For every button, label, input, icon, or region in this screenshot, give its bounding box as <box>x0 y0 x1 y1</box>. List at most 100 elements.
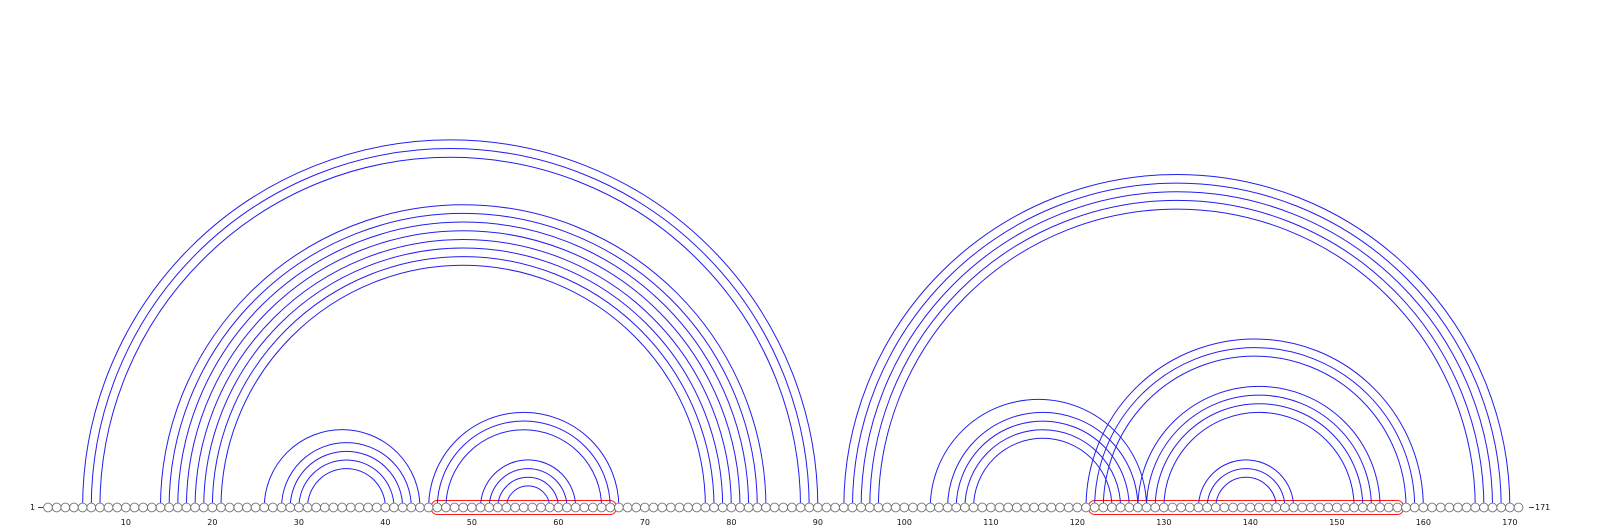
nucleotide-106 <box>951 502 962 513</box>
nucleotide-28 <box>276 502 287 513</box>
sequence-start-label: 1 <box>30 503 35 512</box>
nucleotide-77 <box>700 502 711 513</box>
base-pair-arc-47-65 <box>445 429 603 508</box>
nucleotide-84 <box>761 502 771 513</box>
nucleotide-93 <box>838 502 849 513</box>
nucleotide-18 <box>190 502 200 513</box>
nucleotide-41 <box>389 502 399 513</box>
nucleotide-6 <box>86 502 97 513</box>
nucleotide-20 <box>207 502 218 513</box>
nucleotide-76 <box>691 502 702 513</box>
nucleotide-107 <box>960 502 970 513</box>
nucleotide-136 <box>1210 502 1221 513</box>
nucleotide-42 <box>397 502 408 513</box>
base-pair-arc-122-159 <box>1094 346 1416 508</box>
tick-label-170: 170 <box>1502 518 1517 527</box>
nucleotide-27 <box>268 502 278 513</box>
nucleotide-35 <box>337 502 347 513</box>
base-pair-arc-15-83 <box>168 212 758 508</box>
nucleotide-148 <box>1314 502 1325 513</box>
nucleotide-72 <box>657 502 668 513</box>
base-pair-arc-54-59 <box>505 485 551 508</box>
base-pair-arc-96-167 <box>869 200 1485 508</box>
tick-label-70: 70 <box>640 518 650 527</box>
nucleotide-55 <box>510 502 520 513</box>
nucleotide-22 <box>224 502 235 513</box>
nucleotide-129 <box>1150 502 1161 513</box>
base-pair-arc-19-79 <box>203 247 724 508</box>
nucleotide-4 <box>69 502 79 513</box>
nucleotide-151 <box>1340 502 1351 513</box>
nucleotide-75 <box>683 502 693 513</box>
nucleotide-109 <box>977 502 988 513</box>
base-pair-arc-106-126 <box>955 420 1130 508</box>
base-pair-arc-108-124 <box>973 437 1113 508</box>
nucleotide-49 <box>458 502 469 513</box>
nucleotide-94 <box>847 502 858 513</box>
base-pair-arc-46-66 <box>436 420 611 508</box>
nucleotide-114 <box>1020 502 1031 513</box>
nucleotide-backbone <box>43 502 1524 513</box>
base-pair-arc-51-62 <box>480 459 577 508</box>
nucleotide-70 <box>639 502 650 513</box>
base-pair-arc-45-67 <box>428 411 620 508</box>
nucleotide-113 <box>1011 502 1022 513</box>
nucleotide-146 <box>1297 502 1308 513</box>
nucleotide-24 <box>242 502 252 513</box>
base-pair-arc-136-143 <box>1215 476 1277 508</box>
base-pair-arc-129-153 <box>1154 403 1364 508</box>
nucleotide-131 <box>1167 502 1178 513</box>
nucleotide-133 <box>1184 502 1195 513</box>
base-pair-arc-103-128 <box>929 398 1148 508</box>
nucleotide-171 <box>1513 502 1524 513</box>
nucleotide-82 <box>743 502 754 513</box>
nucleotide-165 <box>1461 502 1472 513</box>
base-pair-arc-135-144 <box>1206 468 1286 508</box>
nucleotide-45 <box>423 502 434 513</box>
base-pair-arc-121-160 <box>1085 338 1424 508</box>
base-pair-arc-134-145 <box>1197 459 1295 508</box>
nucleotide-90 <box>812 502 823 513</box>
nucleotide-40 <box>380 502 391 513</box>
nucleotide-1 <box>43 502 53 513</box>
base-pair-arc-7-88 <box>99 156 802 508</box>
nucleotide-58 <box>536 502 546 513</box>
nucleotide-128 <box>1141 502 1152 513</box>
nucleotide-25 <box>250 502 261 513</box>
base-pair-arc-127-155 <box>1137 385 1381 508</box>
nucleotide-68 <box>622 502 633 513</box>
nucleotide-108 <box>968 502 979 513</box>
nucleotide-101 <box>908 502 918 513</box>
nucleotide-60 <box>553 502 564 513</box>
nucleotide-152 <box>1349 502 1360 513</box>
nucleotide-142 <box>1262 502 1273 513</box>
tick-label-80: 80 <box>726 518 736 527</box>
nucleotide-157 <box>1392 502 1403 513</box>
base-pair-arc-107-125 <box>964 429 1122 508</box>
nucleotide-61 <box>562 502 572 513</box>
nucleotide-83 <box>752 502 763 513</box>
base-pair-arc-26-44 <box>263 429 421 508</box>
nucleotide-23 <box>233 502 244 513</box>
nucleotide-17 <box>181 502 192 513</box>
nucleotide-65 <box>596 502 607 513</box>
nucleotide-19 <box>198 502 209 513</box>
nucleotide-73 <box>665 502 676 513</box>
nucleotide-160 <box>1418 502 1429 513</box>
nucleotide-115 <box>1029 502 1039 513</box>
nucleotide-105 <box>942 502 953 513</box>
nucleotide-123 <box>1098 502 1109 513</box>
nucleotide-64 <box>588 502 598 513</box>
nucleotide-63 <box>579 502 590 513</box>
nucleotide-147 <box>1306 502 1316 513</box>
base-pair-arc-123-158 <box>1102 355 1407 508</box>
nucleotide-104 <box>934 502 944 513</box>
nucleotide-163 <box>1444 502 1455 513</box>
nucleotide-110 <box>985 502 996 513</box>
nucleotide-56 <box>518 502 529 513</box>
base-pair-arc-95-168 <box>860 191 1494 508</box>
nucleotide-21 <box>216 502 226 513</box>
nucleotide-43 <box>406 502 417 513</box>
nucleotide-168 <box>1487 502 1498 513</box>
